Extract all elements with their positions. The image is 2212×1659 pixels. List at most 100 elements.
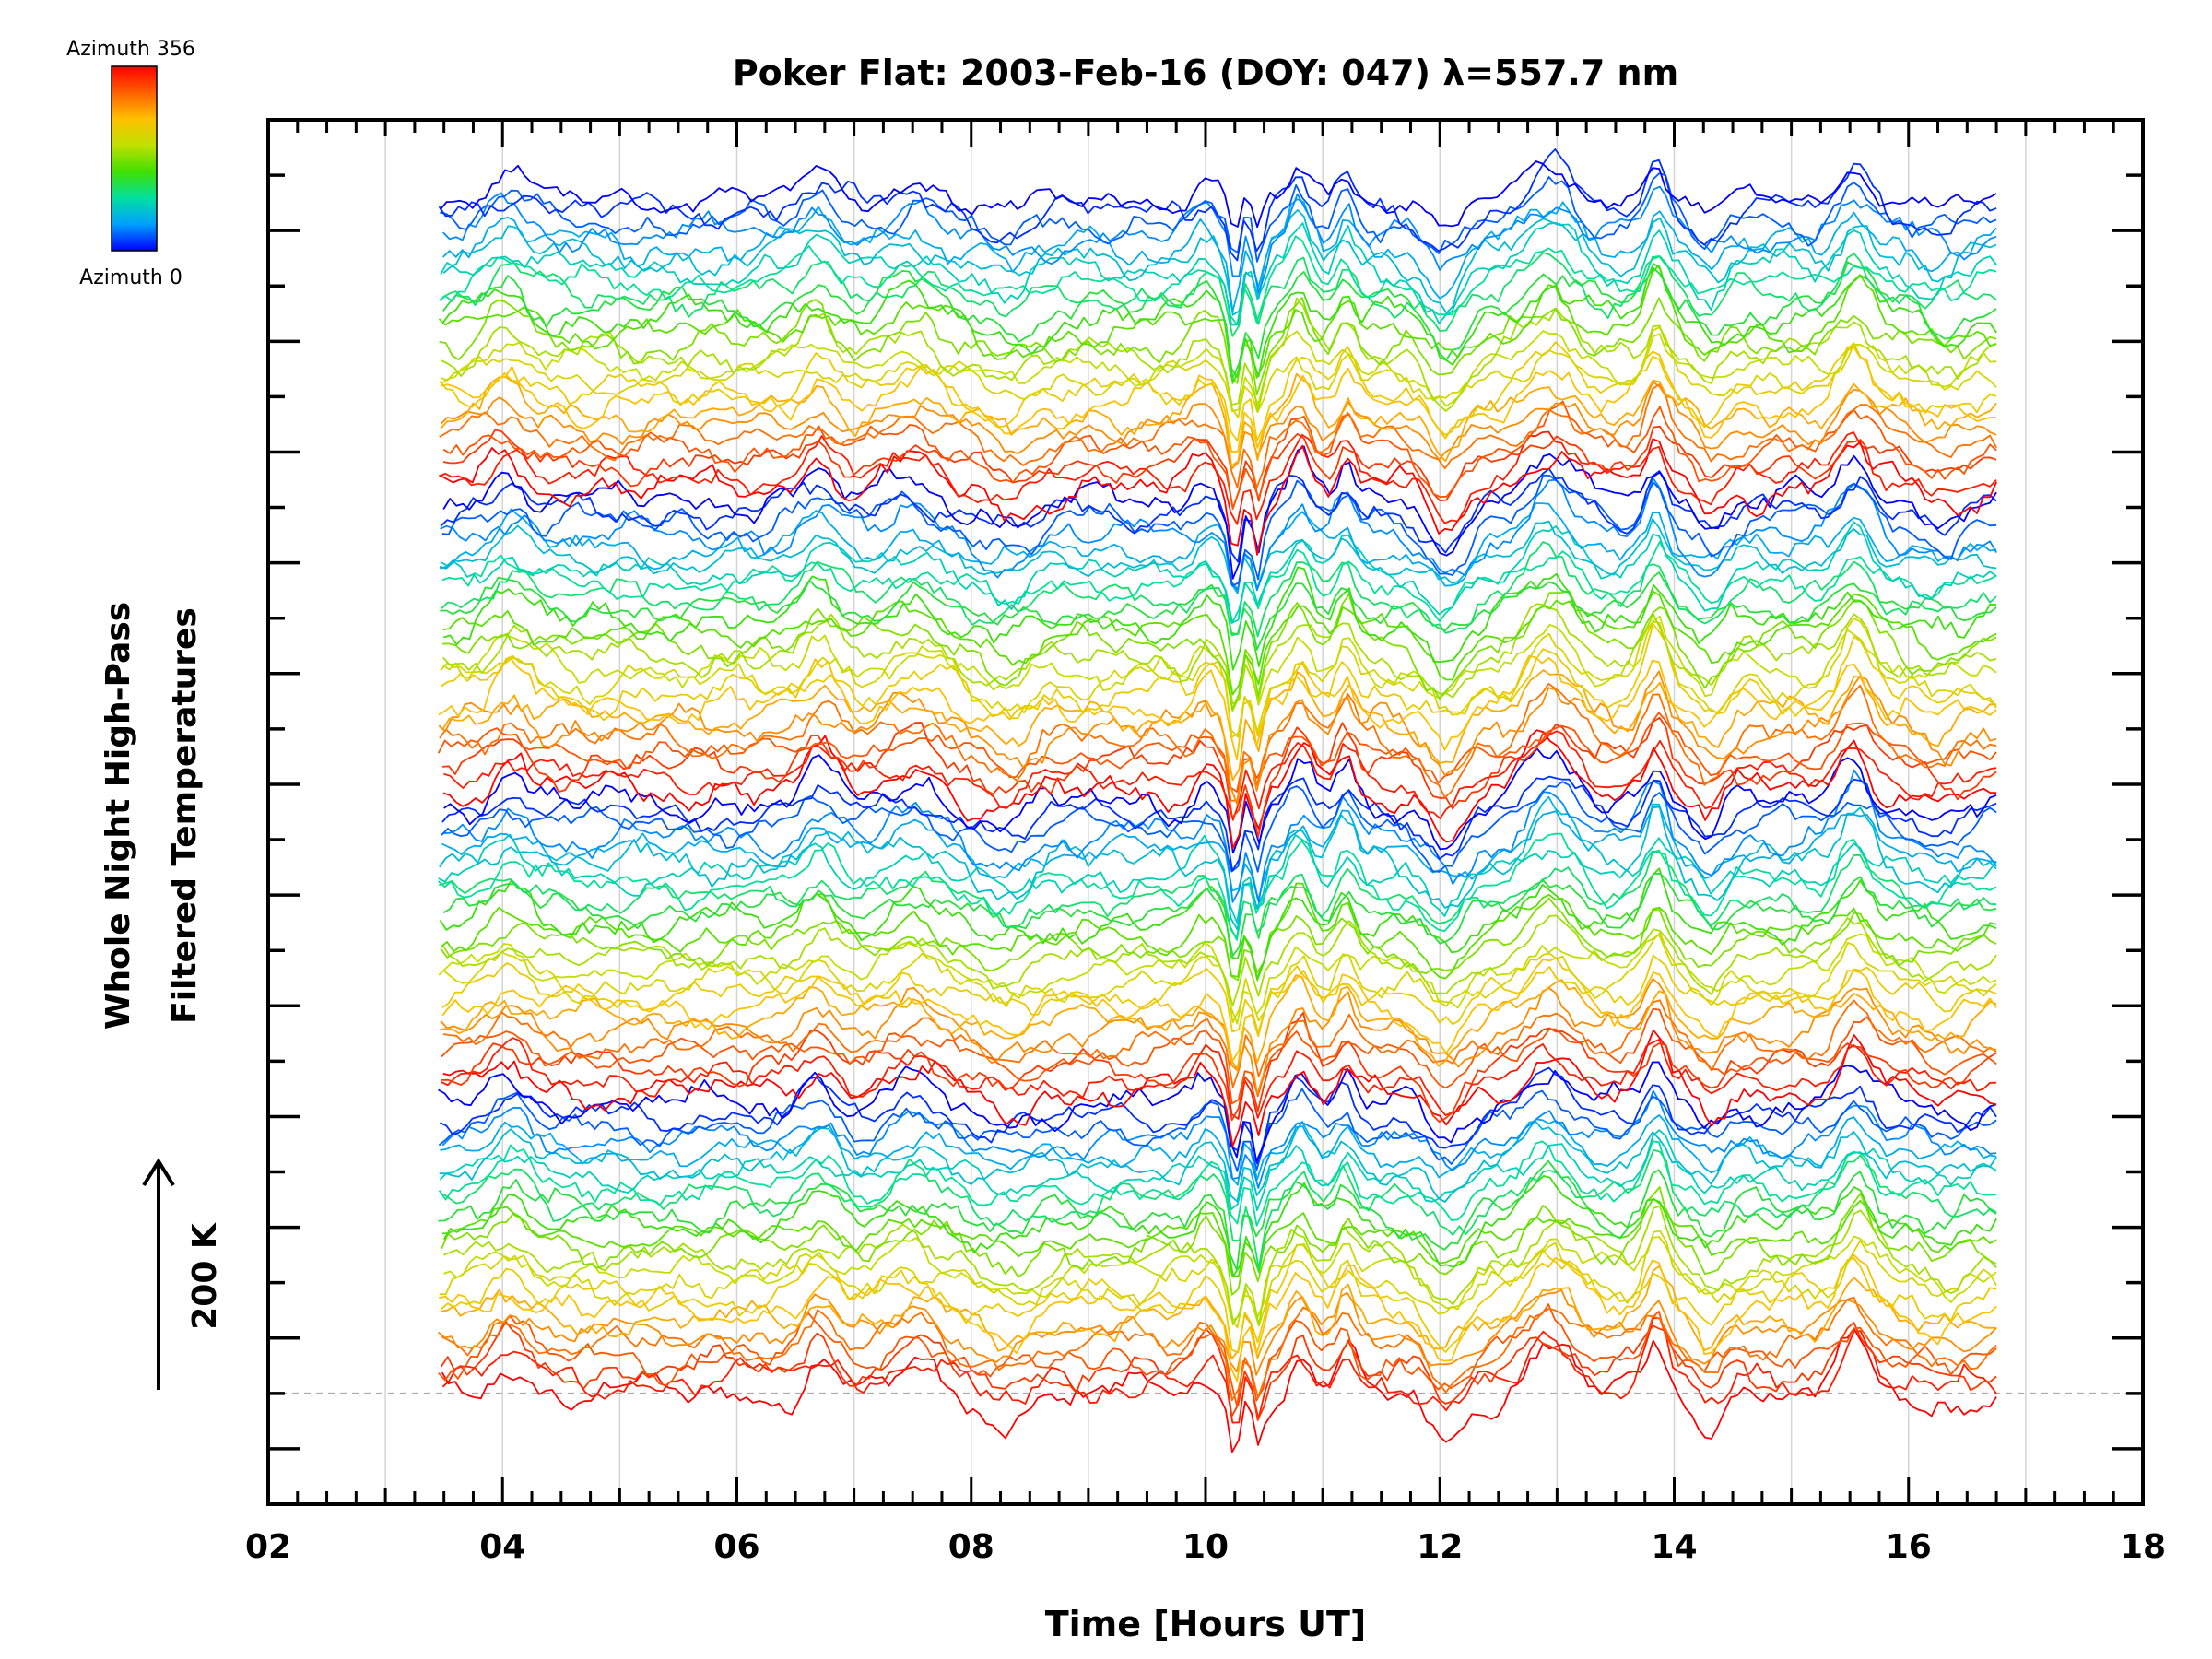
y-axis-label-line2: Filtered Temperatures xyxy=(166,607,204,1024)
series-line xyxy=(439,1129,1997,1212)
colorbar-bottom-label: Azimuth 0 xyxy=(79,266,182,289)
y-axis-label-line1: Whole Night High-Pass xyxy=(100,602,137,1030)
x-tick-label: 12 xyxy=(1417,1528,1463,1566)
series-line xyxy=(442,872,1997,957)
series-line xyxy=(441,1265,1997,1360)
series-line xyxy=(438,1088,1997,1172)
series-line xyxy=(438,670,1997,806)
series-line xyxy=(441,957,1997,1063)
series-line xyxy=(441,590,1997,711)
series-line xyxy=(439,160,1997,229)
series-line xyxy=(441,474,1997,587)
series-line xyxy=(439,795,1997,931)
series-line xyxy=(441,1296,1997,1402)
series-line xyxy=(441,198,1997,312)
series-line xyxy=(438,1253,1997,1382)
series-line xyxy=(441,261,1997,380)
series-line xyxy=(439,383,1997,489)
x-tick-label: 04 xyxy=(479,1528,525,1566)
series-line xyxy=(438,832,1997,941)
series-line xyxy=(439,682,1997,802)
series-line xyxy=(440,518,1997,593)
series-line xyxy=(441,541,1997,638)
series-line xyxy=(441,914,1997,1007)
series-line xyxy=(441,623,1997,738)
series-line xyxy=(443,566,1997,671)
series-line xyxy=(440,326,1997,418)
series-line xyxy=(442,1148,1997,1270)
axis-ticks xyxy=(266,120,2145,1504)
series-group xyxy=(437,148,1997,1453)
series-line xyxy=(440,1321,1997,1421)
series-line xyxy=(440,438,1997,556)
series-line xyxy=(442,425,1997,510)
series-line xyxy=(441,1197,1997,1277)
x-tick-label: 08 xyxy=(948,1528,994,1566)
series-line xyxy=(442,590,1997,696)
series-line xyxy=(441,775,1997,872)
chart-title: Poker Flat: 2003-Feb-16 (DOY: 047) λ=557… xyxy=(733,53,1678,93)
series-line xyxy=(440,897,1997,982)
series-line xyxy=(441,1317,1997,1424)
series-line xyxy=(442,208,1997,316)
series-line xyxy=(440,221,1997,326)
series-line xyxy=(442,445,1997,580)
scale-bar-arrow-head xyxy=(142,1158,175,1187)
x-axis-label: Time [Hours UT] xyxy=(1045,1604,1367,1644)
series-line xyxy=(441,297,1997,413)
series-line xyxy=(441,806,1997,901)
x-tick-label: 14 xyxy=(1651,1528,1697,1566)
series-line xyxy=(440,467,1997,563)
series-line xyxy=(441,330,1997,413)
series-line xyxy=(439,974,1997,1070)
series-line xyxy=(440,477,1997,591)
series-line xyxy=(443,1230,1997,1327)
series-line xyxy=(443,1205,1997,1326)
series-line xyxy=(441,541,1997,624)
x-tick-label: 16 xyxy=(1886,1528,1932,1566)
series-line xyxy=(439,867,1997,980)
x-tick-label: 10 xyxy=(1182,1528,1229,1566)
series-line xyxy=(439,1121,1997,1203)
series-line xyxy=(442,669,1997,782)
series-line xyxy=(441,1007,1997,1105)
series-line xyxy=(441,1012,1997,1123)
series-line xyxy=(442,603,1997,705)
series-line xyxy=(440,372,1997,467)
series-line xyxy=(441,954,1997,1034)
series-line xyxy=(438,1288,1997,1376)
x-tick-label: 18 xyxy=(2120,1528,2166,1566)
series-line xyxy=(440,381,1997,470)
series-line xyxy=(441,1037,1997,1120)
series-line xyxy=(440,1066,1997,1165)
series-line xyxy=(438,933,1997,1025)
colorbar xyxy=(111,65,158,252)
series-line xyxy=(440,882,1997,982)
series-line xyxy=(442,400,1997,510)
series-line xyxy=(442,769,1997,903)
x-tick-label: 02 xyxy=(245,1528,291,1566)
series-line xyxy=(439,341,1997,442)
series-line xyxy=(438,148,1997,262)
series-line xyxy=(438,1140,1997,1227)
series-line xyxy=(440,571,1997,651)
series-line xyxy=(438,654,1997,761)
series-line xyxy=(441,521,1997,624)
series-line xyxy=(440,978,1997,1096)
series-line xyxy=(438,264,1997,379)
series-line xyxy=(438,833,1997,924)
series-line xyxy=(441,1327,1997,1453)
series-line xyxy=(438,1061,1997,1162)
x-tick-labels: 02 04 06 08 10 12 14 16 18 xyxy=(245,1528,2166,1566)
series-line xyxy=(442,1029,1997,1147)
series-line xyxy=(438,1159,1997,1271)
scale-bar: 200 K xyxy=(142,1158,224,1390)
series-line xyxy=(441,1186,1997,1296)
scale-bar-label: 200 K xyxy=(186,1222,224,1330)
series-line xyxy=(441,716,1997,838)
series-line xyxy=(440,1114,1997,1186)
series-line xyxy=(439,849,1997,939)
series-line xyxy=(443,730,1997,821)
x-tick-label: 06 xyxy=(713,1528,759,1566)
